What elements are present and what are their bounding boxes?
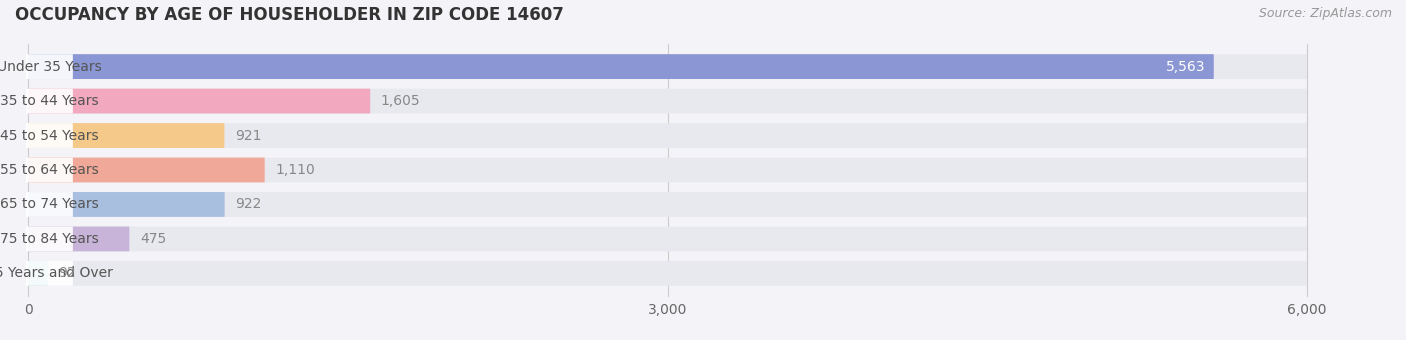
Text: 5,563: 5,563: [1166, 59, 1205, 73]
FancyBboxPatch shape: [28, 54, 1213, 79]
Text: Under 35 Years: Under 35 Years: [0, 59, 101, 73]
FancyBboxPatch shape: [28, 89, 370, 114]
Text: 45 to 54 Years: 45 to 54 Years: [0, 129, 98, 142]
FancyBboxPatch shape: [25, 89, 73, 114]
Text: 55 to 64 Years: 55 to 64 Years: [0, 163, 98, 177]
FancyBboxPatch shape: [28, 158, 264, 182]
Text: 35 to 44 Years: 35 to 44 Years: [0, 94, 98, 108]
FancyBboxPatch shape: [28, 123, 225, 148]
FancyBboxPatch shape: [28, 226, 129, 251]
FancyBboxPatch shape: [25, 192, 73, 217]
Text: 475: 475: [141, 232, 166, 246]
FancyBboxPatch shape: [28, 192, 1308, 217]
Text: 1,605: 1,605: [381, 94, 420, 108]
FancyBboxPatch shape: [25, 54, 73, 79]
Text: 65 to 74 Years: 65 to 74 Years: [0, 198, 98, 211]
Text: 1,110: 1,110: [276, 163, 315, 177]
FancyBboxPatch shape: [25, 261, 73, 286]
FancyBboxPatch shape: [28, 226, 1308, 251]
FancyBboxPatch shape: [25, 123, 73, 148]
Text: 75 to 84 Years: 75 to 84 Years: [0, 232, 98, 246]
FancyBboxPatch shape: [25, 226, 73, 251]
FancyBboxPatch shape: [25, 158, 73, 182]
FancyBboxPatch shape: [28, 123, 1308, 148]
FancyBboxPatch shape: [28, 158, 1308, 182]
Text: Source: ZipAtlas.com: Source: ZipAtlas.com: [1258, 7, 1392, 20]
FancyBboxPatch shape: [28, 192, 225, 217]
Text: 922: 922: [235, 198, 262, 211]
Text: OCCUPANCY BY AGE OF HOUSEHOLDER IN ZIP CODE 14607: OCCUPANCY BY AGE OF HOUSEHOLDER IN ZIP C…: [14, 6, 564, 24]
FancyBboxPatch shape: [28, 261, 1308, 286]
Text: 921: 921: [235, 129, 262, 142]
Text: 92: 92: [59, 267, 76, 280]
Text: 85 Years and Over: 85 Years and Over: [0, 267, 112, 280]
FancyBboxPatch shape: [28, 261, 48, 286]
FancyBboxPatch shape: [28, 89, 1308, 114]
FancyBboxPatch shape: [28, 54, 1308, 79]
